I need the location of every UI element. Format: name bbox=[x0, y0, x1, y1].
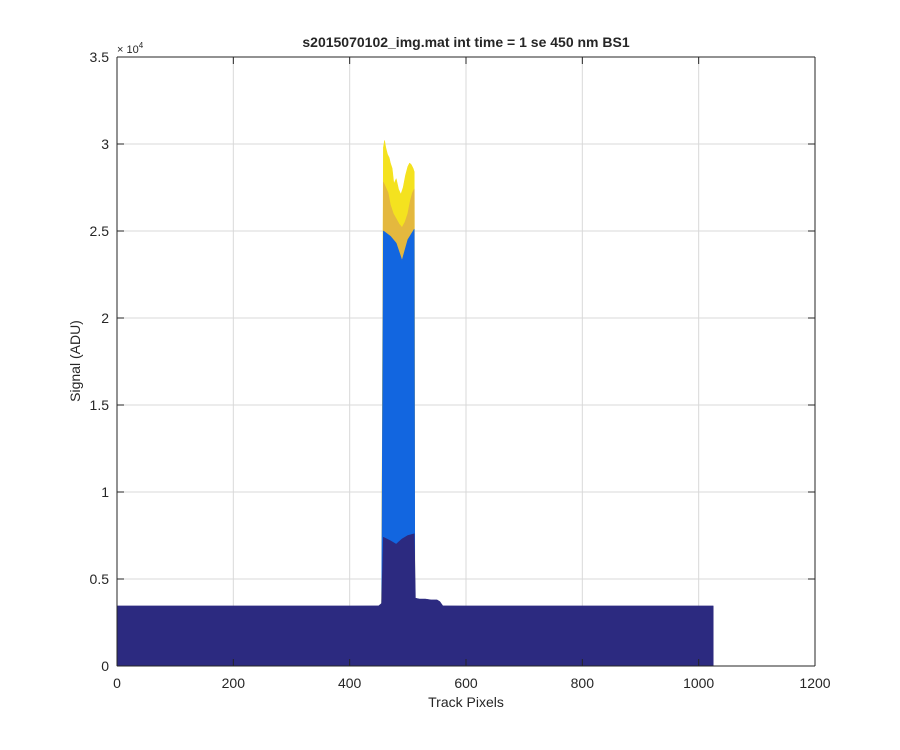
x-tick-label: 1000 bbox=[683, 675, 714, 691]
x-axis-label: Track Pixels bbox=[428, 694, 504, 710]
y-exponent-label: × 104 bbox=[117, 41, 144, 56]
y-exponent-base: × 10 bbox=[117, 44, 139, 56]
y-exponent-power: 4 bbox=[139, 41, 144, 50]
x-tick-label: 400 bbox=[338, 675, 362, 691]
x-tick-label: 600 bbox=[454, 675, 478, 691]
y-tick-label: 1 bbox=[101, 484, 109, 500]
chart-title: s2015070102_img.mat int time = 1 se 450 … bbox=[302, 34, 629, 50]
x-tick-label: 1200 bbox=[799, 675, 830, 691]
y-tick-label: 0 bbox=[101, 658, 109, 674]
y-tick-label: 1.5 bbox=[90, 397, 110, 413]
y-tick-label: 2.5 bbox=[90, 223, 110, 239]
y-axis-label: Signal (ADU) bbox=[67, 320, 83, 402]
x-tick-label: 0 bbox=[113, 675, 121, 691]
x-tick-label: 200 bbox=[222, 675, 246, 691]
series-group bbox=[116, 140, 714, 667]
y-tick-label: 3.5 bbox=[90, 49, 110, 65]
y-tick-label: 2 bbox=[101, 310, 109, 326]
x-tick-label: 800 bbox=[571, 675, 595, 691]
y-tick-label: 0.5 bbox=[90, 571, 110, 587]
y-tick-label: 3 bbox=[101, 136, 109, 152]
ticks: 0 200 400 600 800 1000 1200 0 0.5 1 1.5 2 2.5 3 3.5 bbox=[90, 49, 831, 691]
series-area-3 bbox=[116, 533, 714, 667]
